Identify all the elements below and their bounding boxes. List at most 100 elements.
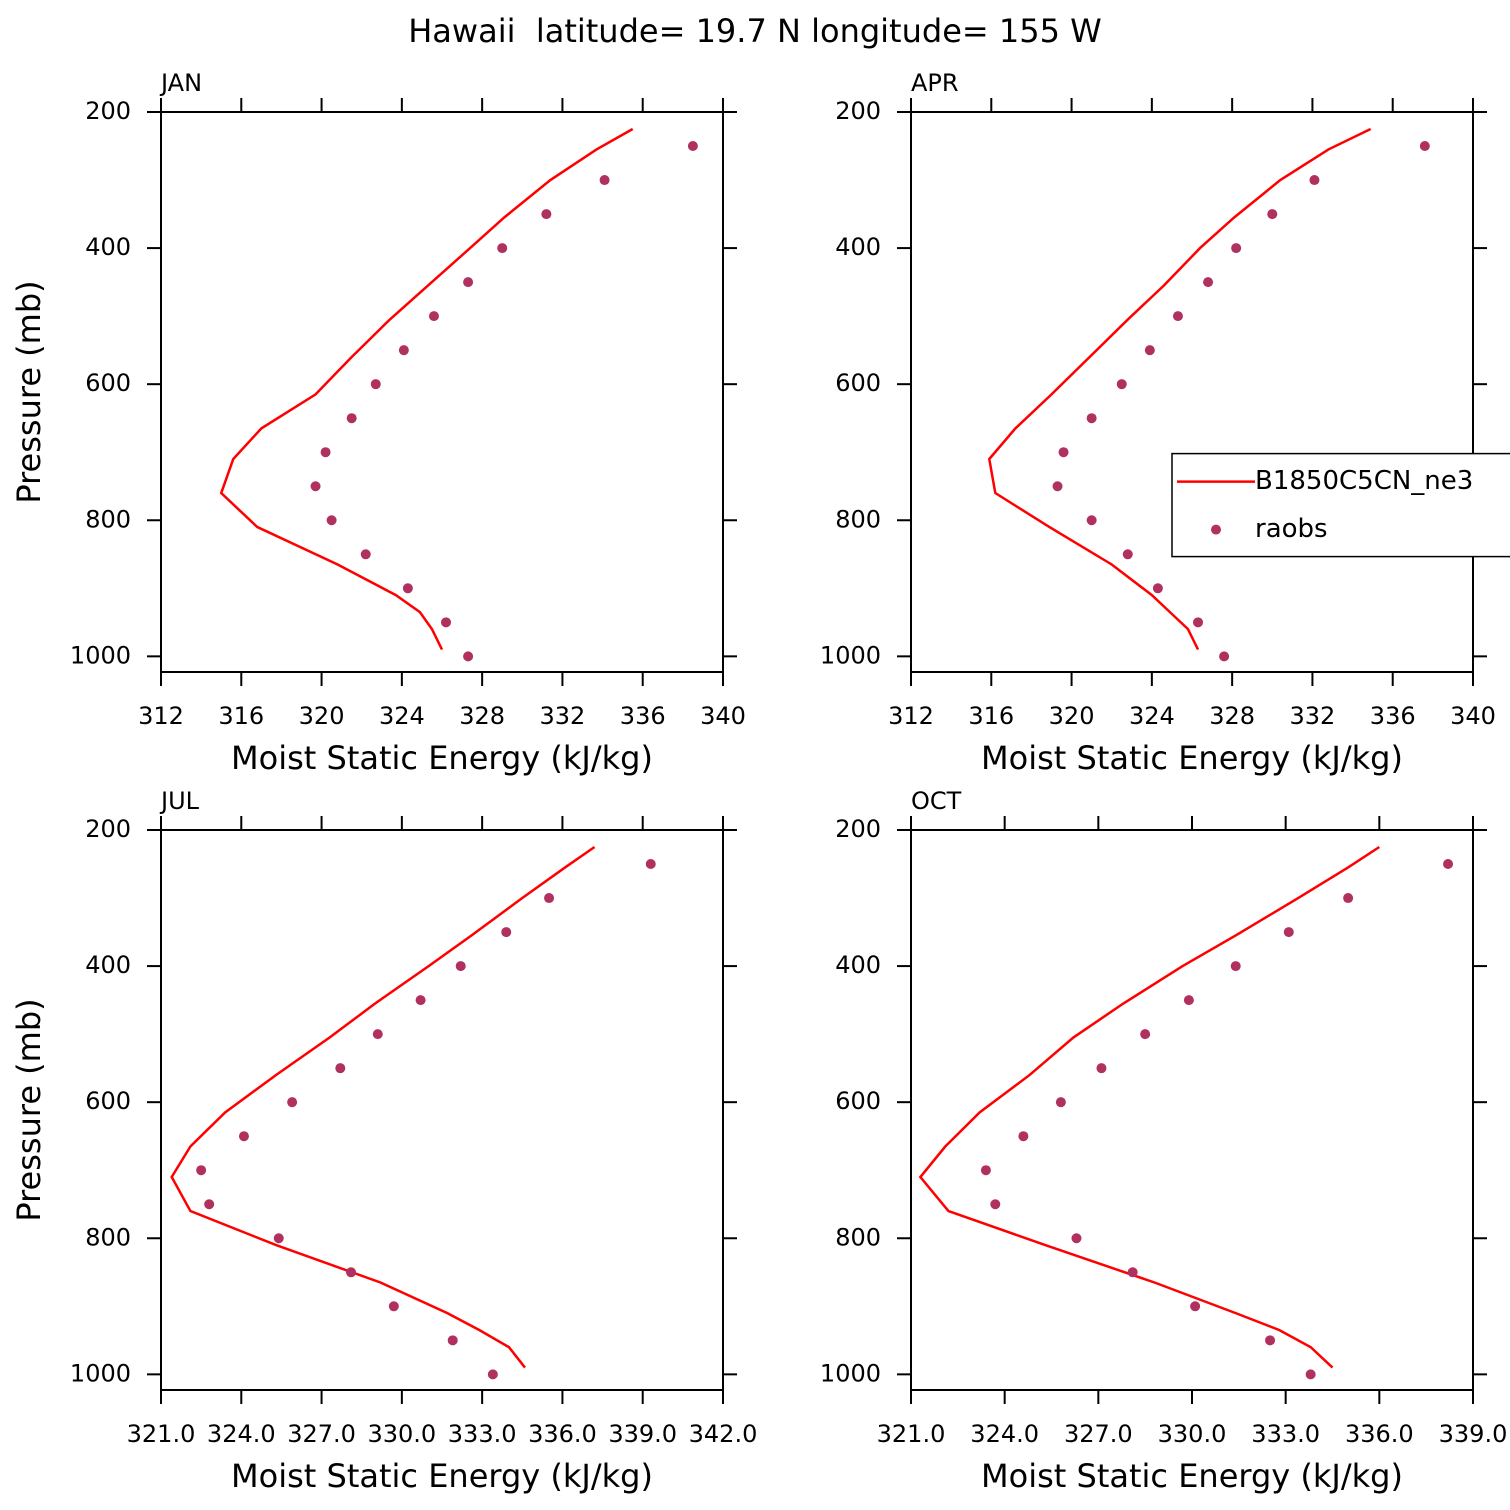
profile-line (219, 127, 634, 651)
x-tick-label: 321.0 (877, 1420, 946, 1448)
obs-point (1305, 1369, 1316, 1380)
x-axis-label: Moist Static Energy (kJ/kg) (981, 1457, 1403, 1495)
obs-point (455, 961, 466, 972)
x-tick-label: 316 (218, 702, 264, 730)
obs-point (1172, 311, 1183, 322)
obs-point (1190, 1301, 1201, 1312)
x-axis-label: Moist Static Energy (kJ/kg) (981, 739, 1403, 777)
obs-point (287, 1097, 298, 1108)
y-tick-label: 1000 (70, 641, 131, 669)
legend-marker (1211, 524, 1221, 535)
obs-point (1140, 1029, 1151, 1040)
profile-line (918, 845, 1381, 1369)
obs-point (320, 447, 331, 458)
x-tick-label: 342.0 (689, 1420, 758, 1448)
y-tick-label: 1000 (70, 1359, 131, 1387)
obs-point (1193, 617, 1204, 628)
obs-point (326, 515, 337, 526)
obs-point (1309, 175, 1320, 186)
x-tick-label: 320 (1049, 702, 1095, 730)
obs-point (1144, 345, 1155, 356)
x-tick-label: 336.0 (528, 1420, 597, 1448)
y-tick-label: 400 (835, 951, 881, 979)
obs-point (1071, 1233, 1082, 1244)
y-tick-label: 800 (85, 1223, 131, 1251)
y-tick-label: 1000 (820, 641, 881, 669)
obs-point (1096, 1063, 1107, 1074)
obs-point (428, 311, 439, 322)
obs-point (1230, 961, 1241, 972)
obs-point (415, 995, 426, 1006)
obs-point (1086, 515, 1097, 526)
plot-frame (160, 111, 724, 673)
panel-title: JAN (159, 69, 202, 97)
x-tick-label: 330.0 (1158, 1420, 1227, 1448)
obs-point (990, 1199, 1001, 1210)
obs-point (372, 1029, 383, 1040)
obs-point (335, 1063, 346, 1074)
obs-point (346, 1267, 357, 1278)
obs-point (1116, 379, 1127, 390)
obs-point (346, 413, 357, 424)
y-tick-label: 400 (85, 951, 131, 979)
y-tick-label: 200 (85, 97, 131, 125)
x-axis-label: Moist Static Energy (kJ/kg) (231, 1457, 653, 1495)
x-axis-label: Moist Static Energy (kJ/kg) (231, 739, 653, 777)
x-tick-label: 327.0 (1064, 1420, 1133, 1448)
x-tick-label: 312 (888, 702, 934, 730)
x-tick-label: 333.0 (1251, 1420, 1320, 1448)
y-tick-label: 800 (85, 505, 131, 533)
x-tick-label: 339.0 (1439, 1420, 1508, 1448)
obs-point (1122, 549, 1133, 560)
y-tick-label: 200 (835, 97, 881, 125)
panel-title: OCT (911, 787, 962, 815)
x-tick-label: 321.0 (127, 1420, 196, 1448)
obs-point (487, 1369, 498, 1380)
x-tick-label: 324 (1129, 702, 1175, 730)
obs-point (1127, 1267, 1138, 1278)
y-tick-label: 800 (835, 505, 881, 533)
x-tick-label: 312 (138, 702, 184, 730)
obs-point (1419, 141, 1430, 152)
obs-point (1152, 583, 1163, 594)
obs-point (1443, 859, 1454, 870)
obs-point (1086, 413, 1097, 424)
x-tick-label: 332 (1290, 702, 1336, 730)
plot-frame (910, 111, 1474, 673)
obs-point (1055, 1097, 1066, 1108)
obs-point (204, 1199, 215, 1210)
obs-point (398, 345, 409, 356)
legend-label: raobs (1255, 514, 1328, 544)
obs-point (273, 1233, 284, 1244)
y-tick-label: 400 (85, 233, 131, 261)
x-tick-label: 328 (459, 702, 505, 730)
obs-point (1058, 447, 1069, 458)
x-tick-label: 324 (379, 702, 425, 730)
obs-point (541, 209, 552, 220)
y-tick-label: 600 (835, 1087, 881, 1115)
panel-title: APR (911, 69, 959, 97)
x-tick-label: 320 (299, 702, 345, 730)
obs-point (196, 1165, 207, 1176)
x-tick-label: 324.0 (970, 1420, 1039, 1448)
obs-point (1219, 651, 1230, 662)
obs-point (1231, 243, 1242, 254)
y-tick-label: 600 (85, 1087, 131, 1115)
x-tick-label: 336.0 (1345, 1420, 1414, 1448)
x-tick-label: 327.0 (287, 1420, 356, 1448)
panel: OCT 321.0 324.0 327.0 330.0 333.0 336.0 339.0 20… (820, 787, 1507, 1495)
obs-point (463, 277, 474, 288)
legend-box (1171, 452, 1510, 558)
obs-point (310, 481, 321, 492)
obs-point (544, 893, 555, 904)
y-tick-label: 1000 (820, 1359, 881, 1387)
obs-point (370, 379, 381, 390)
y-tick-label: 600 (835, 369, 881, 397)
obs-point (599, 175, 610, 186)
y-tick-label: 600 (85, 369, 131, 397)
obs-point (501, 927, 512, 938)
obs-point (497, 243, 508, 254)
obs-point (1052, 481, 1063, 492)
